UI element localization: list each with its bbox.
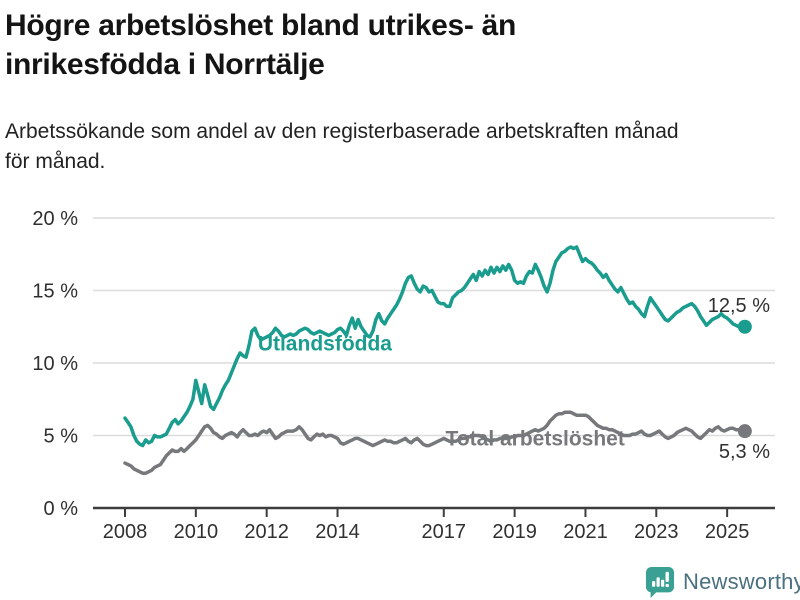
series-end-value-label: 12,5 % bbox=[708, 295, 770, 317]
newsworthy-logo[interactable]: Newsworthy bbox=[645, 565, 800, 599]
x-axis-tick-label: 2023 bbox=[634, 521, 679, 543]
x-axis-tick-label: 2008 bbox=[103, 521, 148, 543]
series-end-dot bbox=[737, 424, 752, 439]
series-line-total bbox=[123, 410, 747, 475]
y-axis-tick-label: 10 % bbox=[32, 353, 78, 375]
subtitle-line-1: Arbetssökande som andel av den registerb… bbox=[5, 120, 679, 143]
y-axis-tick-label: 15 % bbox=[32, 281, 78, 303]
series-line-utlandsfodda bbox=[123, 245, 747, 448]
series-end-value-label: 5,3 % bbox=[719, 441, 770, 463]
x-axis-tick-label: 2010 bbox=[174, 521, 219, 543]
title-line-2: inrikesfödda i Norrtälje bbox=[5, 48, 325, 81]
y-axis-tick-label: 5 % bbox=[44, 426, 79, 448]
x-axis-tick-label: 2017 bbox=[422, 521, 467, 543]
newsworthy-wordmark: Newsworthy bbox=[683, 569, 800, 594]
x-axis-tick-label: 2012 bbox=[244, 521, 289, 543]
newsworthy-icon bbox=[645, 566, 675, 598]
title-line-1: Högre arbetslöshet bland utrikes- än bbox=[5, 9, 516, 42]
x-axis-tick-label: 2019 bbox=[492, 521, 537, 543]
x-axis-tick-label: 2014 bbox=[315, 521, 360, 543]
series-inline-label: Total arbetslöshet bbox=[446, 427, 625, 450]
chart-subtitle: Arbetssökande som andel av den registerb… bbox=[5, 117, 791, 177]
series-inline-label: Utlandsfödda bbox=[258, 332, 392, 355]
x-axis-tick-label: 2025 bbox=[705, 521, 750, 543]
y-axis-tick-label: 0 % bbox=[44, 498, 79, 520]
series-end-dot bbox=[737, 319, 752, 334]
x-axis-tick-label: 2021 bbox=[563, 521, 608, 543]
y-axis-tick-label: 20 % bbox=[32, 208, 78, 230]
subtitle-line-2: för månad. bbox=[5, 150, 106, 173]
page-title: Högre arbetslöshet bland utrikes- än inr… bbox=[5, 6, 785, 84]
